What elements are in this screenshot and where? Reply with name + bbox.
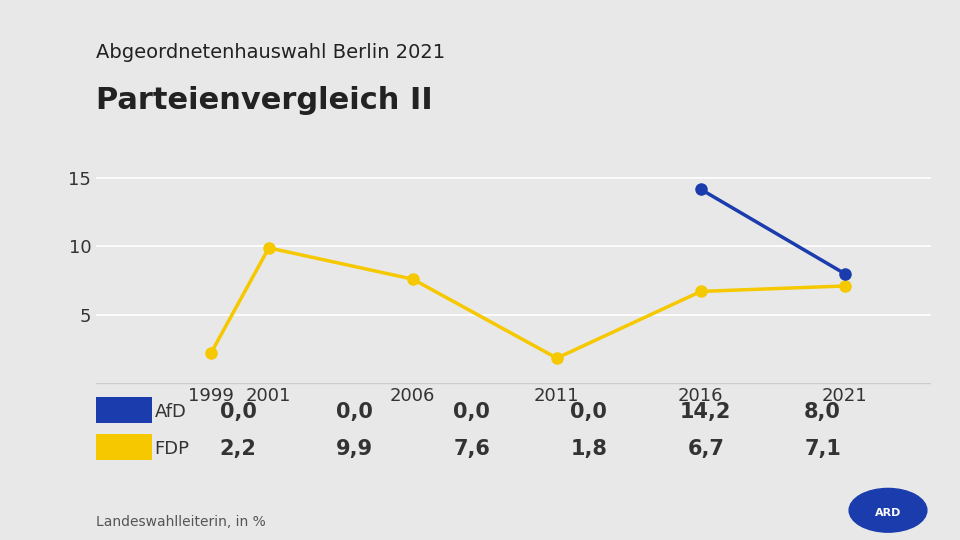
Text: Parteienvergleich II: Parteienvergleich II [96,86,433,116]
Text: 0,0: 0,0 [336,402,373,422]
Text: 0,0: 0,0 [453,402,491,422]
Text: FDP: FDP [155,440,189,458]
Text: Abgeordnetenhauswahl Berlin 2021: Abgeordnetenhauswahl Berlin 2021 [96,43,445,62]
Text: 0,0: 0,0 [570,402,608,422]
Text: Landeswahlleiterin, in %: Landeswahlleiterin, in % [96,515,266,529]
FancyBboxPatch shape [96,435,153,461]
Text: AfD: AfD [155,403,186,421]
Text: 2,2: 2,2 [220,439,256,460]
Text: 7,6: 7,6 [453,439,491,460]
Circle shape [849,488,927,532]
FancyBboxPatch shape [96,397,153,423]
Text: 7,1: 7,1 [804,439,841,460]
Text: ARD: ARD [875,508,901,518]
Text: 0,0: 0,0 [220,402,256,422]
Text: 6,7: 6,7 [687,439,724,460]
Text: 8,0: 8,0 [804,402,841,422]
Text: 9,9: 9,9 [336,439,373,460]
Text: 1,8: 1,8 [570,439,608,460]
Text: 14,2: 14,2 [680,402,732,422]
